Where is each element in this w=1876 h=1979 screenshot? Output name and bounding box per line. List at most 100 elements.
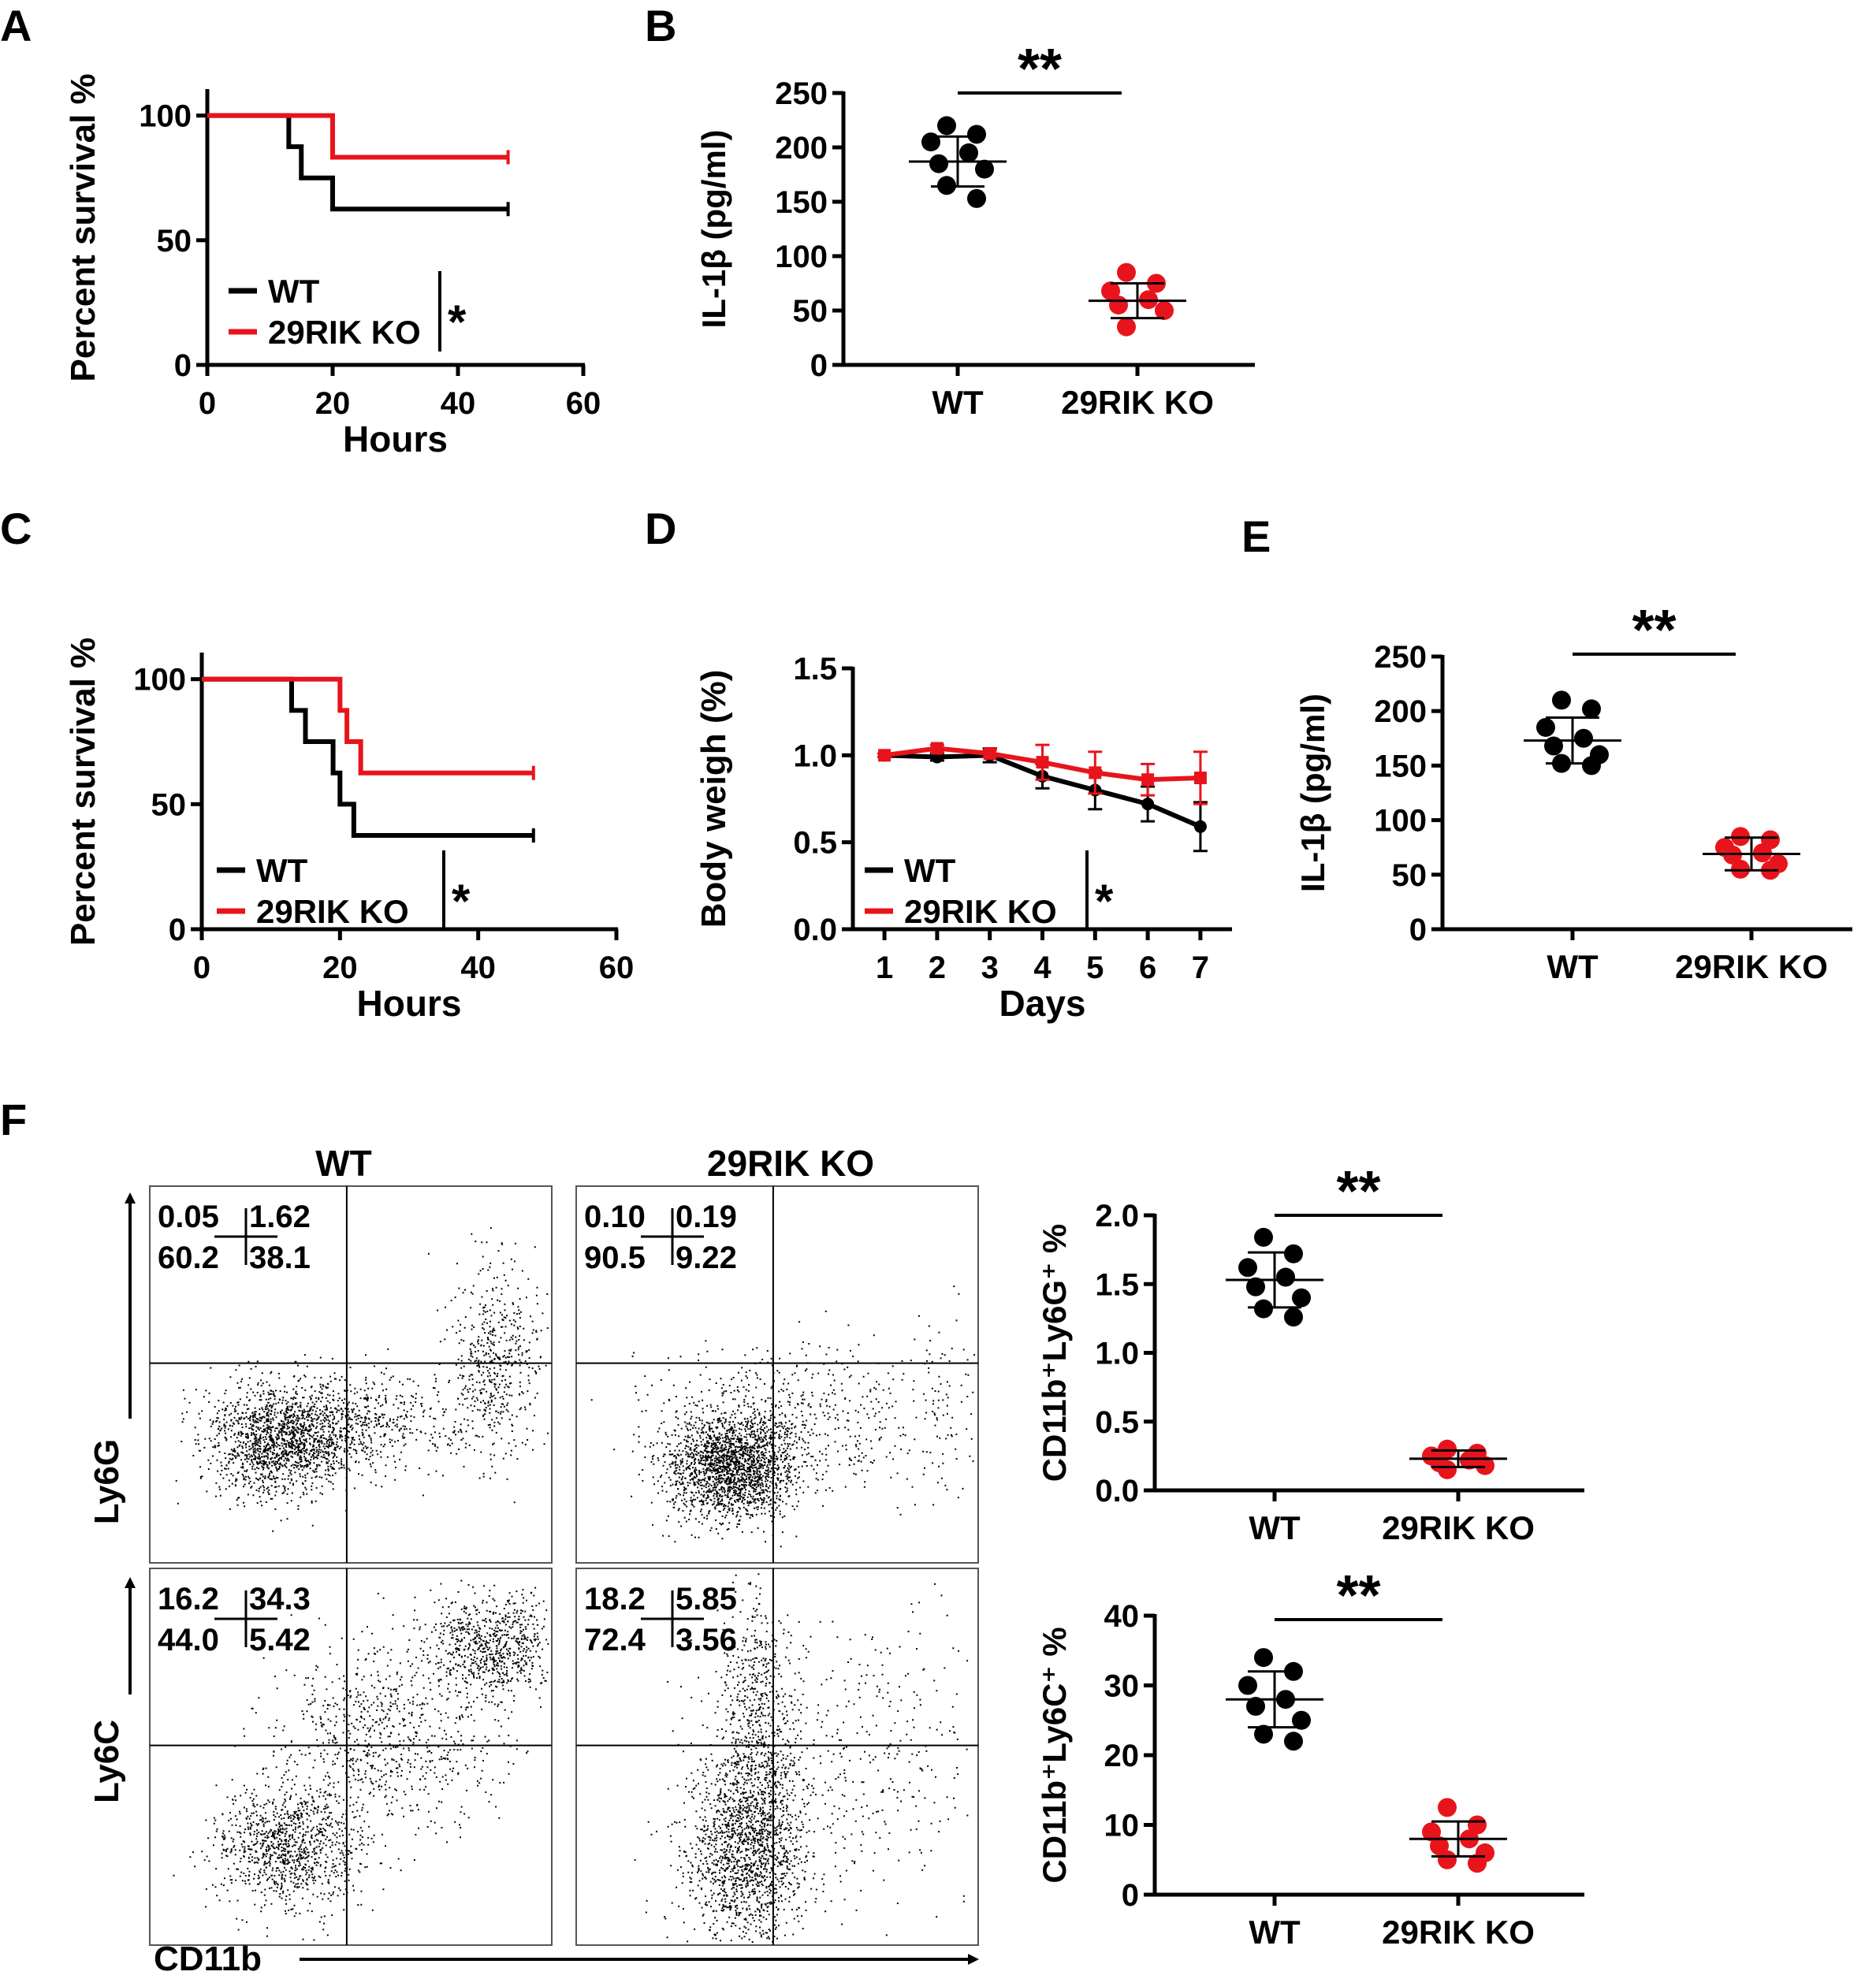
data-point xyxy=(1101,281,1120,301)
flow-column-wt: WT xyxy=(315,1143,372,1184)
legend-label: 29RIK KO xyxy=(904,893,1057,930)
panel-label-e: E xyxy=(1241,511,1271,561)
y-axis-title: CD11b⁺Ly6G⁺ % xyxy=(1036,1224,1073,1482)
y-axis-title: IL-1β (pg/ml) xyxy=(695,130,732,329)
y-tick-label: 200 xyxy=(1374,694,1427,729)
panel-label-f: F xyxy=(0,1095,27,1144)
quadrant-ul: 16.2 xyxy=(158,1582,219,1616)
ly6c-percent-chart: 0 10 20 30 40 CD11b⁺Ly6C⁺ % WT 29RIK KO ** xyxy=(1036,1564,1584,1951)
y-tick-label: 250 xyxy=(775,76,828,111)
quadrant-ul: 0.10 xyxy=(584,1200,646,1234)
y-axis-title: Percent survival % xyxy=(64,73,102,381)
y-tick-label: 2.0 xyxy=(1095,1199,1139,1233)
flow-plot-frame xyxy=(149,1568,553,1946)
y-tick-label: 10 xyxy=(1104,1809,1140,1843)
x-tick-label: 0 xyxy=(199,386,216,421)
data-point xyxy=(1254,1648,1273,1668)
data-point xyxy=(1468,1854,1487,1873)
y-tick-label: 0 xyxy=(169,913,186,947)
data-point xyxy=(1141,798,1155,811)
il1b-chart-e: 0 50 100 150 200 250 IL-1β (pg/ml) WT 29RIK KO ** xyxy=(1294,599,1852,985)
y-tick-label: 100 xyxy=(775,240,828,274)
il1b-chart-b: 0 50 100 150 200 250 IL-1β (pg/ml) WT 29RIK KO ** xyxy=(695,38,1255,421)
panel-label-b: B xyxy=(645,1,676,50)
y-tick-label: 50 xyxy=(151,787,187,822)
y-axis-title: Body weigh (%) xyxy=(694,670,733,928)
y-tick-label: 100 xyxy=(1374,804,1427,839)
panel-label-a: A xyxy=(0,1,32,50)
x-category-label: 29RIK KO xyxy=(1061,384,1214,421)
y-tick-label: 100 xyxy=(133,663,186,697)
data-point xyxy=(1089,766,1102,779)
significance-star: * xyxy=(1095,875,1114,928)
data-point xyxy=(983,747,996,761)
data-point xyxy=(1284,1244,1303,1263)
significance-stars: ** xyxy=(1632,599,1676,662)
data-point xyxy=(1292,1710,1311,1730)
quadrant-ul: 0.05 xyxy=(158,1200,219,1234)
data-point xyxy=(929,154,948,173)
y-tick-label: 30 xyxy=(1104,1669,1140,1704)
data-point xyxy=(1238,1258,1257,1278)
y-tick-label: 50 xyxy=(1392,858,1427,893)
y-tick-label: 1.5 xyxy=(1095,1267,1139,1302)
flow-plots: 0.05 1.62 60.2 38.1 0.10 0.19 90.5 9.22 16.2 34.3… xyxy=(149,1185,979,1946)
y-tick-label: 50 xyxy=(793,294,828,329)
data-point xyxy=(1117,317,1136,337)
x-tick-label: 4 xyxy=(1033,950,1052,985)
x-tick-label: 40 xyxy=(441,386,476,421)
y-tick-label: 0 xyxy=(1409,913,1427,947)
data-point xyxy=(1476,1456,1494,1475)
flow-cytometry: WT 29RIK KO 0.05 1.62 60.2 38.1 0.10 0.19 90.5… xyxy=(87,1143,979,1978)
data-point xyxy=(1468,1815,1487,1835)
y-tick-label: 20 xyxy=(1104,1739,1140,1773)
data-point xyxy=(1574,728,1593,748)
data-point xyxy=(975,159,994,179)
data-point xyxy=(1536,717,1555,737)
x-category-label: WT xyxy=(932,384,984,421)
data-point xyxy=(1117,262,1136,282)
y-tick-label: 50 xyxy=(157,224,192,259)
data-point xyxy=(1254,1299,1273,1319)
x-tick-label: 5 xyxy=(1086,950,1104,985)
data-point xyxy=(1582,699,1601,719)
data-point xyxy=(1238,1676,1257,1695)
x-tick-label: 1 xyxy=(876,950,893,985)
data-point xyxy=(1582,756,1601,776)
data-point xyxy=(1036,756,1049,769)
flow-plot-ko-ly6g: 0.10 0.19 90.5 9.22 xyxy=(575,1185,979,1564)
x-tick-label: 2 xyxy=(929,950,946,985)
data-point xyxy=(1193,772,1207,785)
flow-plot-ko-ly6c: 18.2 5.85 72.4 3.56 xyxy=(575,1568,979,1946)
x-tick-label: 7 xyxy=(1192,950,1209,985)
y-tick-label: 100 xyxy=(139,99,192,134)
legend-label: WT xyxy=(904,852,956,889)
x-tick-label: 20 xyxy=(322,950,358,985)
ly6g-axis-label: Ly6G xyxy=(87,1439,126,1524)
survival-curve-wt xyxy=(202,676,534,839)
x-tick-label: 60 xyxy=(566,386,601,421)
quadrant-lr: 9.22 xyxy=(676,1241,737,1275)
x-tick-label: 60 xyxy=(599,950,635,985)
quadrant-ll: 72.4 xyxy=(584,1623,646,1657)
legend-label: WT xyxy=(256,852,308,889)
quadrant-ur: 0.19 xyxy=(676,1200,737,1234)
y-tick-label: 1.0 xyxy=(793,738,837,773)
x-tick-label: 40 xyxy=(460,950,496,985)
data-point xyxy=(1246,1697,1265,1717)
x-category-label: WT xyxy=(1249,1509,1301,1546)
survival-curve-wt xyxy=(207,113,508,212)
y-axis-title: CD11b⁺Ly6C⁺ % xyxy=(1036,1627,1073,1883)
legend-label: 29RIK KO xyxy=(268,314,421,351)
cd11b-axis-label: CD11b xyxy=(154,1940,262,1978)
data-point xyxy=(1109,296,1128,315)
quadrant-ur: 34.3 xyxy=(249,1582,311,1616)
data-point xyxy=(1246,1277,1265,1296)
y-tick-label: 0 xyxy=(174,348,192,383)
data-point xyxy=(1276,1267,1295,1287)
data-point xyxy=(1284,1732,1303,1751)
x-category-label: 29RIK KO xyxy=(1382,1509,1535,1546)
data-point xyxy=(1438,1850,1457,1869)
flow-plot-frame xyxy=(149,1185,553,1564)
